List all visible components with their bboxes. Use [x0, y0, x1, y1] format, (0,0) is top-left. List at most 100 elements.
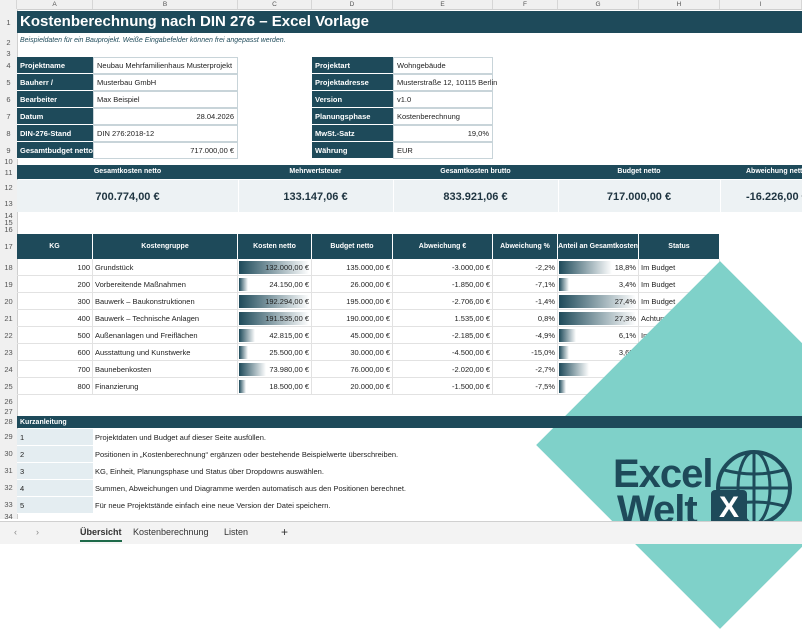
row-number[interactable]: 24 — [4, 365, 13, 374]
add-sheet-button[interactable]: + — [281, 525, 289, 539]
cell-budget[interactable]: 26.000,00 € — [312, 276, 393, 293]
col-A[interactable]: A — [17, 0, 93, 9]
input-bearbeiter[interactable]: Max Beispiel — [93, 91, 238, 108]
cell-kosten[interactable]: 24.150,00 € — [238, 276, 312, 293]
row-number[interactable]: 4 — [6, 61, 11, 70]
tab-scroll-next[interactable]: › — [36, 527, 39, 537]
cell-kg[interactable]: 600 — [17, 344, 93, 361]
row-number[interactable]: 25 — [4, 382, 13, 391]
input-projektname[interactable]: Neubau Mehrfamilienhaus Musterprojekt — [93, 57, 238, 74]
row-number[interactable]: 23 — [4, 348, 13, 357]
cell-name[interactable]: Ausstattung und Kunstwerke — [93, 344, 238, 361]
input-mwst[interactable]: 19,0% — [393, 125, 493, 142]
cell-pct[interactable]: -1,4% — [493, 293, 558, 310]
step-number[interactable]: 1 — [17, 429, 93, 446]
cell-kg[interactable]: 700 — [17, 361, 93, 378]
row-number[interactable]: 13 — [4, 199, 13, 208]
cell-anteil[interactable]: 27,4% — [558, 293, 639, 310]
cell-budget[interactable]: 135.000,00 € — [312, 259, 393, 276]
input-projektart[interactable]: Wohngebäude — [393, 57, 493, 74]
cell-name[interactable]: Außenanlagen und Freiflächen — [93, 327, 238, 344]
cell-name[interactable]: Bauwerk – Baukonstruktionen — [93, 293, 238, 310]
tab-scroll-prev[interactable]: ‹ — [14, 527, 17, 537]
cell-anteil[interactable]: 27,3% — [558, 310, 639, 327]
cell-anteil[interactable]: 6,1% — [558, 327, 639, 344]
row-number[interactable]: 12 — [4, 183, 13, 192]
row-number[interactable]: 14 — [4, 211, 13, 220]
cell-name[interactable]: Bauwerk – Technische Anlagen — [93, 310, 238, 327]
input-version[interactable]: v1.0 — [393, 91, 493, 108]
input-datum[interactable]: 28.04.2026 — [93, 108, 238, 125]
cell-pct[interactable]: -7,5% — [493, 378, 558, 395]
cell-budget[interactable]: 195.000,00 € — [312, 293, 393, 310]
row-number[interactable]: 1 — [6, 18, 11, 27]
row-number[interactable]: 32 — [4, 483, 13, 492]
tab-kostenberechnung[interactable]: Kostenberechnung — [133, 527, 209, 537]
cell-kosten[interactable]: 191.535,00 € — [238, 310, 312, 327]
row-number[interactable]: 10 — [4, 157, 13, 166]
cell-budget[interactable]: 20.000,00 € — [312, 378, 393, 395]
col-E[interactable]: E — [393, 0, 493, 9]
cell-kosten[interactable]: 42.815,00 € — [238, 327, 312, 344]
cell-abw[interactable]: -1.850,00 € — [393, 276, 493, 293]
cell-anteil[interactable]: 18,8% — [558, 259, 639, 276]
input-gesamtbudget[interactable]: 717.000,00 € — [93, 142, 238, 159]
row-number[interactable]: 20 — [4, 297, 13, 306]
cell-kg[interactable]: 500 — [17, 327, 93, 344]
row-number[interactable]: 7 — [6, 112, 11, 121]
cell-abw[interactable]: -4.500,00 € — [393, 344, 493, 361]
input-din-stand[interactable]: DIN 276:2018-12 — [93, 125, 238, 142]
row-number[interactable]: 29 — [4, 432, 13, 441]
input-waehrung[interactable]: EUR — [393, 142, 493, 159]
col-D[interactable]: D — [312, 0, 393, 9]
col-B[interactable]: B — [93, 0, 238, 9]
cell-abw[interactable]: -2.020,00 € — [393, 361, 493, 378]
cell-kosten[interactable]: 25.500,00 € — [238, 344, 312, 361]
row-number[interactable]: 27 — [4, 407, 13, 416]
row-number[interactable]: 2 — [6, 38, 11, 47]
input-bauherr[interactable]: Musterbau GmbH — [93, 74, 238, 91]
cell-kosten[interactable]: 73.980,00 € — [238, 361, 312, 378]
step-number[interactable]: 2 — [17, 446, 93, 463]
cell-budget[interactable]: 76.000,00 € — [312, 361, 393, 378]
cell-name[interactable]: Baunebenkosten — [93, 361, 238, 378]
row-number[interactable]: 22 — [4, 331, 13, 340]
cell-kosten[interactable]: 132.000,00 € — [238, 259, 312, 276]
cell-budget[interactable]: 45.000,00 € — [312, 327, 393, 344]
cell-pct[interactable]: -7,1% — [493, 276, 558, 293]
cell-kg[interactable]: 400 — [17, 310, 93, 327]
row-number[interactable]: 33 — [4, 500, 13, 509]
cell-budget[interactable]: 30.000,00 € — [312, 344, 393, 361]
cell-pct[interactable]: -2,7% — [493, 361, 558, 378]
cell-kosten[interactable]: 18.500,00 € — [238, 378, 312, 395]
cell-pct[interactable]: -2,2% — [493, 259, 558, 276]
tab-listen[interactable]: Listen — [224, 527, 249, 537]
cell-kg[interactable]: 200 — [17, 276, 93, 293]
tab-uebersicht[interactable]: Übersicht — [80, 524, 122, 542]
step-number[interactable]: 4 — [17, 480, 93, 497]
row-number[interactable]: 17 — [4, 242, 13, 251]
row-number[interactable]: 15 — [4, 218, 13, 227]
col-F[interactable]: F — [493, 0, 558, 9]
col-I[interactable]: I — [720, 0, 802, 9]
row-number[interactable]: 31 — [4, 466, 13, 475]
input-projektadresse[interactable]: Musterstraße 12, 10115 Berlin — [393, 74, 497, 91]
row-number[interactable]: 11 — [4, 168, 13, 177]
row-number[interactable]: 28 — [4, 417, 13, 426]
cell-pct[interactable]: 0,8% — [493, 310, 558, 327]
row-number[interactable]: 16 — [4, 225, 13, 234]
cell-pct[interactable]: -4,9% — [493, 327, 558, 344]
col-G[interactable]: G — [558, 0, 639, 9]
col-H[interactable]: H — [639, 0, 720, 9]
cell-abw[interactable]: -2.706,00 € — [393, 293, 493, 310]
row-number[interactable]: 34 — [4, 512, 13, 521]
cell-kg[interactable]: 100 — [17, 259, 93, 276]
cell-budget[interactable]: 190.000,00 € — [312, 310, 393, 327]
cell-name[interactable]: Vorbereitende Maßnahmen — [93, 276, 238, 293]
row-number[interactable]: 5 — [6, 78, 11, 87]
cell-anteil[interactable]: 3,4% — [558, 276, 639, 293]
row-number[interactable]: 8 — [6, 129, 11, 138]
row-number[interactable]: 26 — [4, 397, 13, 406]
cell-pct[interactable]: -15,0% — [493, 344, 558, 361]
row-number[interactable]: 9 — [6, 146, 11, 155]
